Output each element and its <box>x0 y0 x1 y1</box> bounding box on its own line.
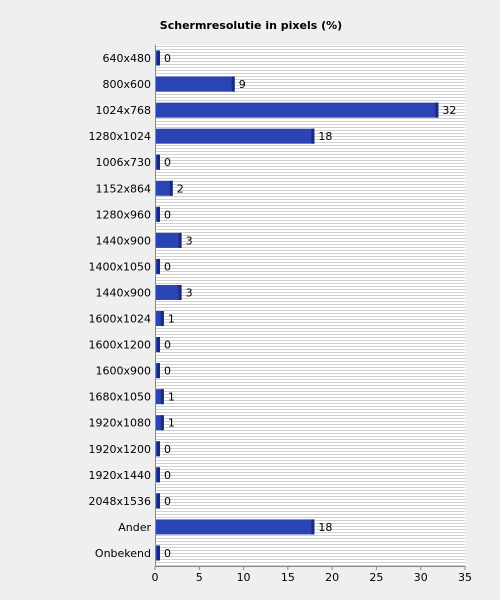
category-label: 1920x1200 <box>89 443 152 456</box>
value-label: 3 <box>186 286 193 299</box>
x-tick-label: 35 <box>458 571 472 584</box>
bar <box>155 284 182 300</box>
value-label: 0 <box>164 365 171 378</box>
bar <box>155 128 315 144</box>
bar <box>155 389 164 405</box>
category-label: 640x480 <box>102 52 151 65</box>
bar-shade <box>178 284 182 300</box>
value-label: 1 <box>168 313 175 326</box>
x-tick-label: 15 <box>281 571 295 584</box>
x-tick-label: 5 <box>196 571 203 584</box>
x-tick-label: 30 <box>414 571 428 584</box>
category-label: 1920x1080 <box>89 417 152 430</box>
value-label: 0 <box>164 469 171 482</box>
bar-shade <box>160 311 164 327</box>
category-label: Onbekend <box>95 547 151 560</box>
category-label: 1600x900 <box>96 365 152 378</box>
category-label: 1006x730 <box>96 156 152 169</box>
category-label: 1680x1050 <box>89 391 152 404</box>
bar-shade <box>157 154 160 170</box>
value-label: 0 <box>164 443 171 456</box>
value-label: 0 <box>164 260 171 273</box>
value-label: 1 <box>168 417 175 430</box>
value-label: 0 <box>164 339 171 352</box>
bar <box>155 180 173 196</box>
value-label: 0 <box>164 495 171 508</box>
value-label: 0 <box>164 52 171 65</box>
bar-shade <box>157 467 160 483</box>
x-tick-label: 0 <box>152 571 159 584</box>
bar <box>155 519 315 535</box>
bar-shade <box>157 258 160 274</box>
x-tick-label: 10 <box>237 571 251 584</box>
category-label: Ander <box>118 521 151 534</box>
bar-shade <box>157 493 160 509</box>
value-label: 0 <box>164 208 171 221</box>
x-tick-label: 20 <box>325 571 339 584</box>
value-label: 1 <box>168 391 175 404</box>
category-label: 1440x900 <box>96 234 152 247</box>
bar-shade <box>157 50 160 66</box>
bar-shade <box>231 76 235 92</box>
category-label: 1920x1440 <box>89 469 152 482</box>
value-label: 0 <box>164 547 171 560</box>
value-label: 18 <box>318 521 332 534</box>
value-label: 9 <box>239 78 246 91</box>
category-label: 1440x900 <box>96 286 152 299</box>
value-label: 32 <box>442 104 456 117</box>
value-label: 3 <box>186 234 193 247</box>
bar-shade <box>157 441 160 457</box>
category-label: 1600x1024 <box>89 313 152 326</box>
chart-title: Schermresolutie in pixels (%) <box>160 19 342 32</box>
bar-shade <box>178 232 182 248</box>
category-label: 1400x1050 <box>89 260 152 273</box>
bar-shade <box>311 128 315 144</box>
bar-shade <box>169 180 173 196</box>
category-label: 1280x960 <box>96 208 152 221</box>
category-label: 1600x1200 <box>89 339 152 352</box>
bar-shade <box>160 389 164 405</box>
value-label: 0 <box>164 156 171 169</box>
x-tick-label: 25 <box>369 571 383 584</box>
bar-shade <box>157 337 160 353</box>
bar-shade <box>157 206 160 222</box>
category-label: 800x600 <box>102 78 151 91</box>
category-label: 1152x864 <box>96 182 152 195</box>
bar-shade <box>435 102 439 118</box>
bar-shade <box>157 363 160 379</box>
bar <box>155 232 182 248</box>
bar <box>155 415 164 431</box>
category-label: 2048x1536 <box>89 495 152 508</box>
category-label: 1024x768 <box>96 104 152 117</box>
bar <box>155 311 164 327</box>
category-label: 1280x1024 <box>89 130 152 143</box>
bar-shade <box>160 415 164 431</box>
bar <box>155 76 235 92</box>
value-label: 2 <box>177 182 184 195</box>
bar <box>155 102 439 118</box>
bar-shade <box>311 519 315 535</box>
bar-shade <box>157 545 160 561</box>
value-label: 18 <box>318 130 332 143</box>
